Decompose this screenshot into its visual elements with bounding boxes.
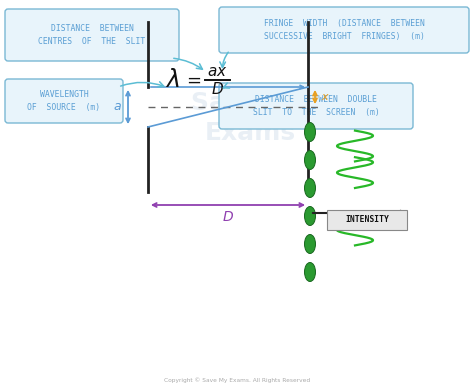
Ellipse shape [304, 151, 316, 170]
Text: D: D [223, 210, 233, 224]
Text: $ax$: $ax$ [207, 64, 228, 78]
Ellipse shape [304, 234, 316, 253]
Text: Save My
Exams: Save My Exams [191, 91, 309, 145]
FancyBboxPatch shape [219, 83, 413, 129]
Text: WAVELENGTH
OF  SOURCE  (m): WAVELENGTH OF SOURCE (m) [27, 90, 100, 112]
Text: Copyright © Save My Exams. All Rights Reserved: Copyright © Save My Exams. All Rights Re… [164, 377, 310, 383]
FancyBboxPatch shape [5, 9, 179, 61]
Text: INTENSITY: INTENSITY [345, 215, 389, 225]
Text: $\lambda$: $\lambda$ [164, 68, 179, 92]
Text: FRINGE  WIDTH  (DISTANCE  BETWEEN
SUCCESSIVE  BRIGHT  FRINGES)  (m): FRINGE WIDTH (DISTANCE BETWEEN SUCCESSIV… [264, 19, 424, 41]
Text: $=$: $=$ [182, 71, 201, 89]
Text: x: x [322, 92, 328, 102]
Ellipse shape [304, 263, 316, 282]
Ellipse shape [304, 178, 316, 197]
FancyBboxPatch shape [327, 210, 407, 230]
Text: DISTANCE  BETWEEN
CENTRES  OF  THE  SLIT: DISTANCE BETWEEN CENTRES OF THE SLIT [38, 24, 146, 45]
Text: a: a [113, 100, 121, 114]
FancyBboxPatch shape [5, 79, 123, 123]
Ellipse shape [304, 123, 316, 142]
Text: DISTANCE  BETWEEN  DOUBLE
SLIT  TO  THE  SCREEN  (m): DISTANCE BETWEEN DOUBLE SLIT TO THE SCRE… [253, 95, 379, 116]
Ellipse shape [304, 206, 316, 225]
Text: $D$: $D$ [211, 81, 224, 97]
FancyBboxPatch shape [219, 7, 469, 53]
